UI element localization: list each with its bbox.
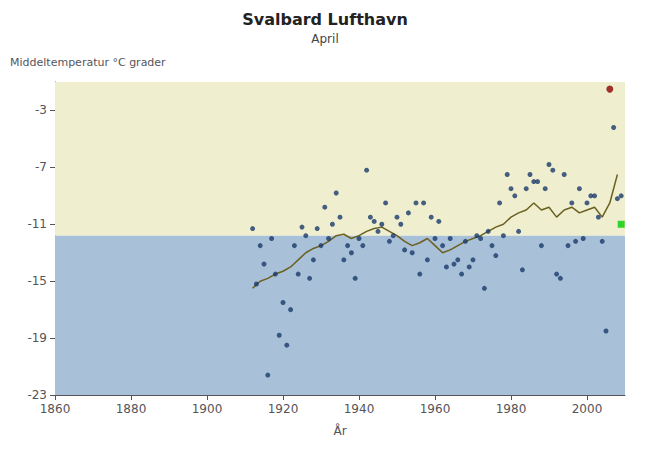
svg-text:2000: 2000 bbox=[572, 402, 603, 416]
svg-text:1920: 1920 bbox=[268, 402, 299, 416]
svg-text:1960: 1960 bbox=[420, 402, 451, 416]
svg-text:1880: 1880 bbox=[116, 402, 147, 416]
svg-text:1940: 1940 bbox=[344, 402, 375, 416]
svg-text:-15: -15 bbox=[27, 274, 47, 288]
svg-text:-19: -19 bbox=[27, 331, 47, 345]
svg-text:-11: -11 bbox=[27, 217, 47, 231]
svg-text:Svalbard Lufthavn: Svalbard Lufthavn bbox=[242, 10, 408, 29]
svg-text:-3: -3 bbox=[35, 103, 47, 117]
svg-text:Middeltemperatur °C grader: Middeltemperatur °C grader bbox=[10, 56, 166, 69]
svg-text:1860: 1860 bbox=[40, 402, 71, 416]
svg-text:April: April bbox=[311, 32, 338, 46]
svg-text:1980: 1980 bbox=[496, 402, 527, 416]
svg-text:År: År bbox=[333, 423, 346, 438]
svg-text:-7: -7 bbox=[35, 160, 47, 174]
svg-text:1900: 1900 bbox=[192, 402, 223, 416]
svg-text:-23: -23 bbox=[27, 388, 47, 402]
